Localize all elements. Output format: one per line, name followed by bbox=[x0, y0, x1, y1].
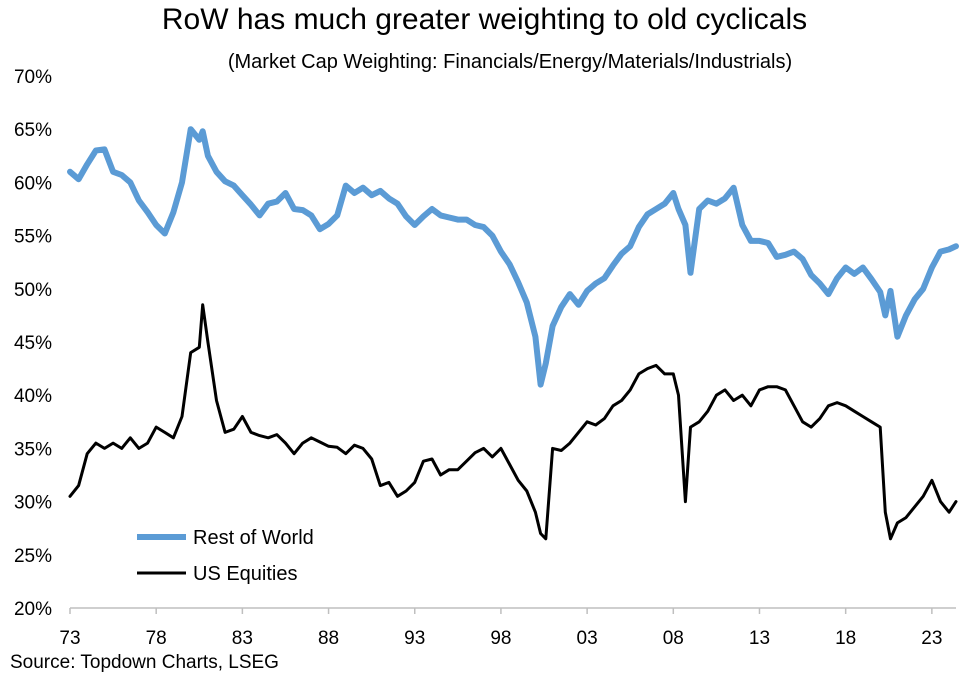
x-tick-label: 73 bbox=[59, 628, 80, 649]
series-line-us-equities bbox=[68, 303, 958, 541]
y-tick-label: 40% bbox=[14, 386, 52, 407]
legend-label-us-equities: US Equities bbox=[193, 563, 298, 585]
chart-title: RoW has much greater weighting to old cy… bbox=[161, 3, 808, 36]
x-tick-label: 23 bbox=[921, 628, 942, 649]
y-tick-label: 60% bbox=[14, 173, 52, 194]
x-tick-label: 83 bbox=[232, 628, 253, 649]
y-tick-label: 35% bbox=[14, 439, 52, 460]
x-tick-labels: 73 78 83 88 93 98 03 08 13 18 23 bbox=[59, 608, 942, 649]
series-line-rest-of-world bbox=[67, 126, 959, 388]
x-tick-label: 98 bbox=[490, 628, 511, 649]
y-tick-label: 70% bbox=[14, 67, 52, 88]
x-tick-label: 78 bbox=[146, 628, 167, 649]
y-tick-label: 55% bbox=[14, 227, 52, 248]
line-chart: 70% 65% 60% 55% 50% 45% 40% 35% 30% 25% 20% 73 78 83… bbox=[14, 67, 959, 649]
y-tick-label: 30% bbox=[14, 493, 52, 514]
legend-label-rest-of-world: Rest of World bbox=[193, 527, 314, 549]
y-tick-label: 25% bbox=[14, 546, 52, 567]
y-tick-label: 45% bbox=[14, 333, 52, 354]
legend: Rest of World US Equities bbox=[137, 527, 314, 585]
source-note: Source: Topdown Charts, LSEG bbox=[10, 652, 279, 673]
y-tick-label: 50% bbox=[14, 280, 52, 301]
series-lines bbox=[67, 126, 959, 541]
y-tick-label: 65% bbox=[14, 120, 52, 141]
y-tick-label: 20% bbox=[14, 599, 52, 620]
x-tick-label: 18 bbox=[835, 628, 856, 649]
x-tick-label: 93 bbox=[404, 628, 425, 649]
x-tick-label: 13 bbox=[749, 628, 770, 649]
x-tick-label: 08 bbox=[663, 628, 684, 649]
y-tick-labels: 70% 65% 60% 55% 50% 45% 40% 35% 30% 25% 20% bbox=[14, 67, 52, 620]
x-tick-label: 88 bbox=[318, 628, 339, 649]
x-tick-label: 03 bbox=[577, 628, 598, 649]
chart-subtitle: (Market Cap Weighting: Financials/Energy… bbox=[227, 51, 793, 73]
